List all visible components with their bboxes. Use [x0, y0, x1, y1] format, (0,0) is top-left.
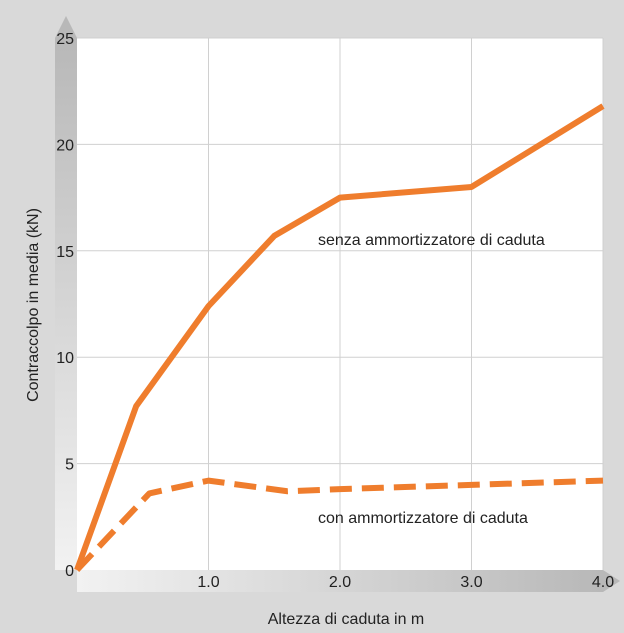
y-axis-arrow	[55, 16, 77, 570]
x-tick-label: 4.0	[592, 574, 614, 591]
x-axis-label: Altezza di caduta in m	[268, 611, 425, 628]
series-line-senza	[74, 103, 605, 572]
x-axis-arrow-shaft	[77, 570, 603, 592]
y-tick-label: 20	[56, 137, 74, 154]
x-tick-label: 2.0	[329, 574, 351, 591]
x-tick-label: 3.0	[460, 574, 482, 591]
x-axis-arrow	[77, 570, 620, 592]
tick-labels: 0 5 10 15 20 25 1.0 2.0 3.0 4.0	[56, 31, 614, 591]
x-axis-arrow-head	[603, 570, 620, 592]
y-axis-arrow-shaft	[55, 38, 77, 570]
series-layer	[74, 103, 605, 573]
y-tick-label: 0	[65, 563, 74, 580]
y-tick-label: 15	[56, 244, 74, 261]
annotation-con: con ammortizzatore di caduta	[318, 510, 528, 527]
y-tick-label: 10	[56, 350, 74, 367]
annotation-senza: senza ammortizzatore di caduta	[318, 232, 545, 249]
series-line-con	[74, 477, 604, 573]
y-axis-label: Contraccolpo in media (kN)	[25, 208, 42, 402]
y-tick-label: 5	[65, 457, 74, 474]
y-axis-arrow-head	[55, 16, 77, 38]
x-tick-label: 1.0	[197, 574, 219, 591]
y-tick-label: 25	[56, 31, 74, 48]
